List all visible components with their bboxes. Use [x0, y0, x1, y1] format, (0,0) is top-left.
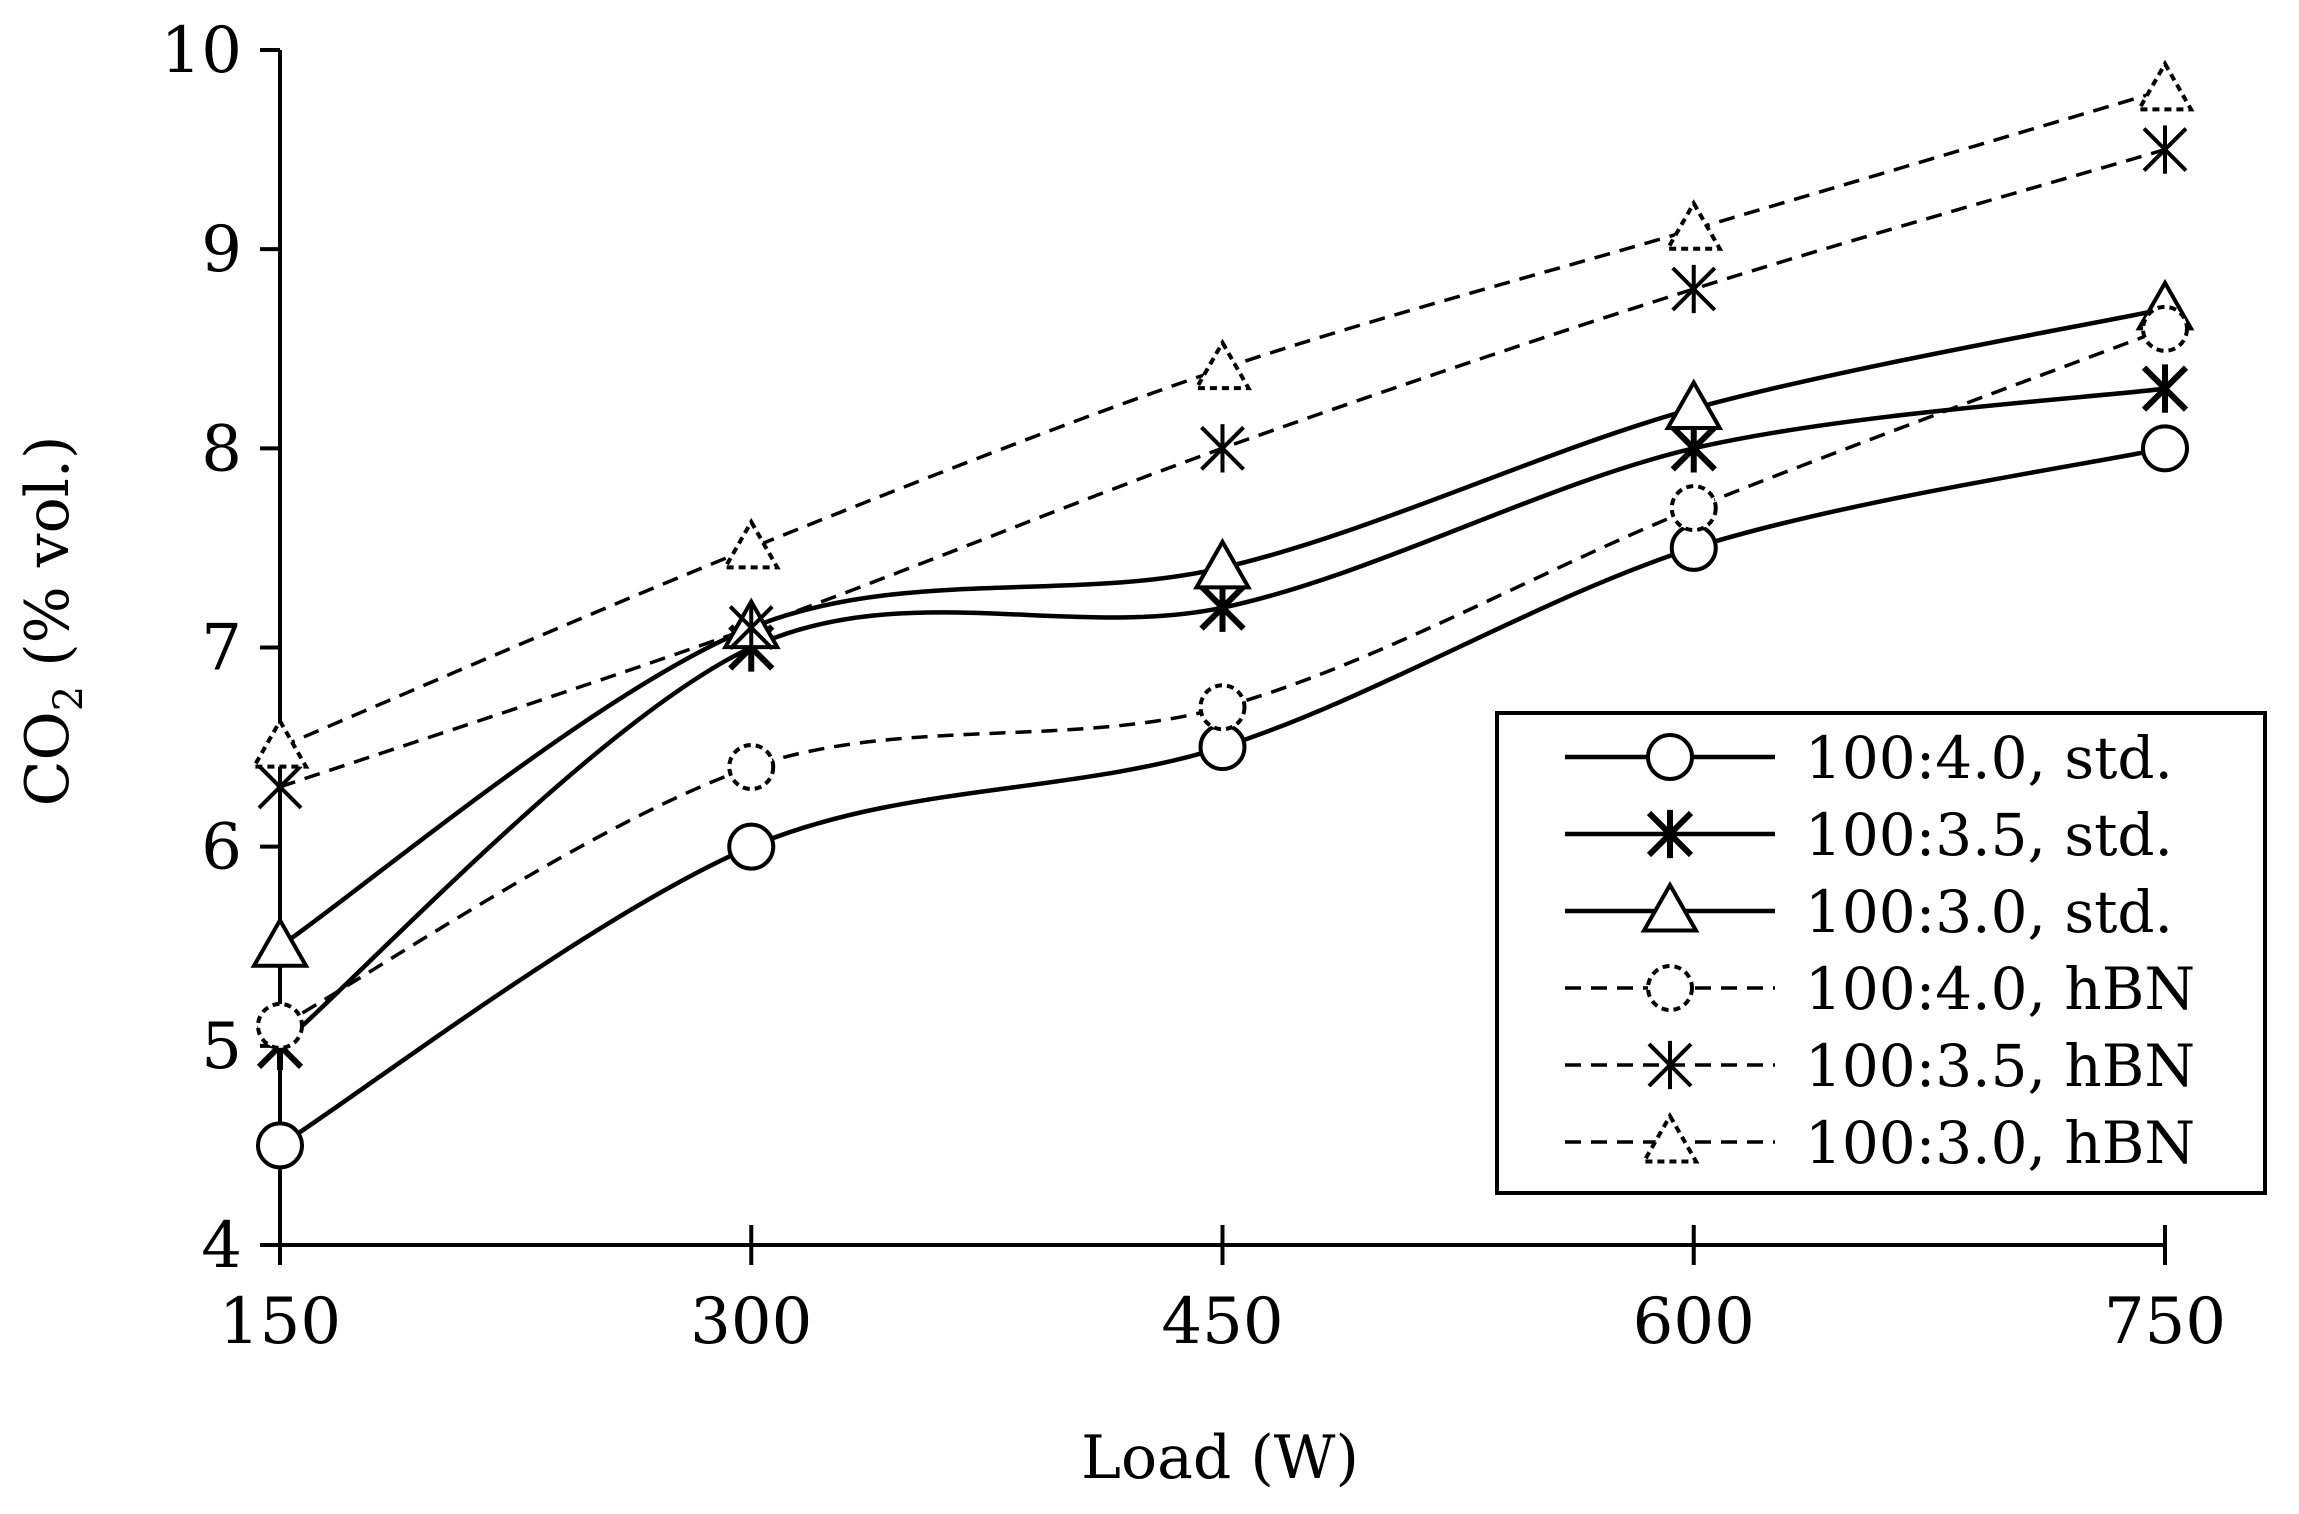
series-1-point: [727, 822, 776, 871]
series-3-point: [1193, 537, 1252, 590]
x-tick-label: 300: [690, 1285, 812, 1359]
legend-marker-5: [1647, 1040, 1693, 1090]
y-axis-title-main: CO: [13, 711, 83, 806]
series-4-point: [1198, 683, 1247, 732]
legend-label-3: 100:3.0, std.: [1805, 878, 2173, 946]
x-tick-label: 450: [1161, 1285, 1283, 1359]
legend-label-2: 100:3.5, std.: [1805, 801, 2173, 869]
series-4-point: [256, 1001, 304, 1050]
series-5-point: [257, 762, 303, 812]
x-tick-label: 750: [2104, 1285, 2226, 1359]
series-6-point: [250, 717, 310, 769]
series-3-point: [250, 916, 310, 968]
series-4-point: [1669, 484, 1718, 533]
y-axis-title-rest: (% vol.): [13, 436, 83, 686]
series-5-point: [728, 603, 774, 652]
series-1-point: [1198, 723, 1247, 772]
legend-marker-3: [1640, 880, 1700, 933]
x-tick-label: 600: [1633, 1285, 1755, 1359]
y-tick-label: 5: [201, 1010, 242, 1084]
series-5-point: [2142, 125, 2188, 174]
series-4-point: [727, 743, 776, 791]
legend-marker-1: [1646, 733, 1694, 781]
legend-label-5: 100:3.5, hBN: [1805, 1032, 2195, 1100]
x-axis-title: Load (W): [1081, 1423, 1359, 1493]
y-tick-label: 9: [201, 213, 242, 287]
series-line-2: [278, 386, 2166, 1048]
series-6-point: [1193, 338, 1252, 391]
series-2-point: [2141, 364, 2189, 413]
y-axis-title: CO2 (% vol.): [13, 436, 92, 807]
legend-marker-6: [1640, 1111, 1700, 1164]
series-1-point: [2141, 424, 2189, 473]
series-markers: [250, 59, 2195, 1170]
tick-labels: 4 5 6 7 8 9 10 150 300 450 600 750: [161, 14, 2227, 1359]
series-5-point: [1200, 424, 1245, 473]
series-2-point: [1199, 583, 1246, 632]
y-tick-label: 7: [201, 612, 242, 686]
series-1-point: [256, 1121, 304, 1170]
series-6-point: [721, 517, 781, 570]
series-1-point: [1669, 523, 1718, 572]
series-3-point: [1664, 378, 1724, 430]
legend-label-4: 100:4.0, hBN: [1805, 955, 2195, 1023]
legend: 100:4.0, std. 100:3.5, std. 100:3.0, std. 1…: [1495, 711, 2267, 1195]
series-5-point: [1671, 264, 1717, 314]
y-tick-label: 10: [161, 14, 242, 88]
legend-marker-4: [1646, 964, 1694, 1012]
series-4-point: [2141, 304, 2189, 353]
y-tick-label: 6: [201, 811, 242, 885]
legend-box: [1495, 711, 2267, 1195]
x-tick-label: 150: [219, 1285, 341, 1359]
legend-label-1: 100:4.0, std.: [1805, 724, 2173, 792]
legend-marker-2: [1646, 809, 1694, 859]
legend-label-6: 100:3.0, hBN: [1805, 1109, 2195, 1177]
series-6-point: [1664, 199, 1724, 251]
series-6-point: [2135, 59, 2195, 112]
y-tick-label: 4: [201, 1209, 242, 1283]
series-2-point: [1670, 424, 1717, 473]
y-tick-label: 8: [201, 412, 242, 486]
y-axis-title-subscript: 2: [46, 686, 92, 711]
